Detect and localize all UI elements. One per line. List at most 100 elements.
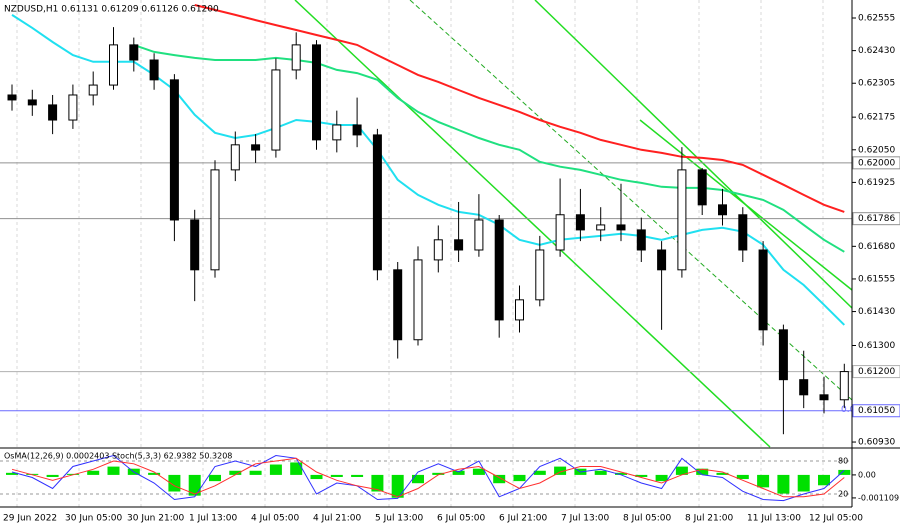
level-label: 0.61200 [858,367,895,377]
level-label-box [852,365,900,379]
candle-body [454,239,464,251]
y-tick-label: 0.62430 [858,46,895,56]
candle-body [596,224,606,231]
grid [16,0,824,507]
candle-body [718,204,727,216]
osma-bar [432,472,445,475]
osma-bar [493,474,506,484]
x-tick-label: 6 Jul 05:00 [437,514,486,524]
channel-line [534,0,853,309]
osma-bar [777,474,790,494]
osma-bar [615,472,627,475]
osma-bar [351,474,364,477]
osma-bar [818,474,830,486]
y-tick-label: 0.61680 [858,242,895,252]
candle-body [799,379,809,396]
x-tick-label: 7 Jul 13:00 [561,514,610,524]
moving-average [194,4,845,213]
y-tick-label: 0.61300 [858,341,895,351]
dashed-line [409,0,853,401]
candle-body [190,219,200,271]
x-tick-label: 1 Jul 13:00 [189,514,238,524]
osma-bar [554,466,567,475]
candle-body [758,249,768,331]
y-tick-label: 0.62050 [858,145,895,155]
y-tick-label: 0.61430 [858,307,895,317]
candle-body [778,329,788,381]
stoch-signal [11,457,845,498]
trendlines [294,0,853,448]
candle-body [575,214,585,231]
candle-body [312,44,321,141]
y-tick-label: 0.62555 [858,14,895,24]
candle-body [657,249,667,271]
osma-bar [391,474,404,498]
candle-body [738,214,748,251]
level-label-box [852,212,900,226]
candle-body [109,44,118,86]
x-tick-label: 30 Jun 05:00 [65,514,122,524]
osma-bar [209,474,221,482]
osma-bar [412,474,424,484]
stoch-level-label: 80 [838,457,848,466]
osma-bar [655,474,668,482]
osma-bar [330,474,343,477]
levels: 0.0 [0,162,856,415]
osma-bar [371,474,384,492]
osma-bar [87,470,100,475]
candle-body [251,144,261,151]
y-tick-label: 0.62305 [858,79,895,89]
osma-tick-label: -0.001109 [858,493,899,502]
candle-body [291,44,301,71]
candle-body [413,259,423,341]
x-tick-label: 29 Jun 2022 [3,514,57,524]
osma-bar [452,470,465,475]
osma-bar [188,474,201,496]
candle-body [677,169,687,271]
y-tick-label: 0.61925 [858,178,895,188]
x-tick-label: 4 Jul 05:00 [251,514,300,524]
candle-body [535,249,545,301]
level-label: 0.62000 [858,158,895,168]
level-label-box [852,156,900,170]
x-tick-label: 6 Jul 21:00 [499,514,548,524]
x-tick-label: 4 Jul 21:00 [313,514,362,524]
candle-body [555,214,565,251]
indicator-title: OsMA(12,26,9) 0.0002403 Stoch(5,3,3) 62.… [4,452,232,461]
candle-body [372,134,382,271]
osma-bar [6,472,18,475]
candle-body [494,219,504,321]
osma-bar [107,466,120,475]
candle-body [7,94,17,101]
axes: 29 Jun 2022 30 Jun 05:00 30 Jun 21:00 1 Jul… [3,14,900,524]
osma-bar [290,462,303,475]
candle-body [48,104,58,121]
osma-bar [533,470,546,475]
candle-body [616,224,626,231]
osma-bar [229,470,242,475]
osma-bar [797,474,810,492]
osma-bar [472,468,485,475]
trend-line [639,119,853,291]
candle-body [271,69,281,151]
osma-bar [675,466,688,475]
y-tick-label: 0.62175 [858,113,895,123]
indicator-window [0,454,852,502]
osma-bar [46,474,59,477]
level-label: 0.61786 [858,214,895,224]
x-tick-label: 30 Jun 21:00 [127,514,184,524]
x-tick-label: 5 Jul 13:00 [375,514,424,524]
osma-bar [635,474,648,477]
osma-bar [513,474,526,482]
candle-body [474,219,484,251]
osma-bar [838,469,851,475]
candle-body [636,229,646,251]
candle-body [433,239,443,261]
candles [7,27,849,435]
osma-bar [716,472,729,475]
osma-bar [148,472,161,475]
moving-average [133,43,845,253]
candle-body [332,124,342,141]
x-tick-label: 12 Jul 05:00 [809,514,863,524]
